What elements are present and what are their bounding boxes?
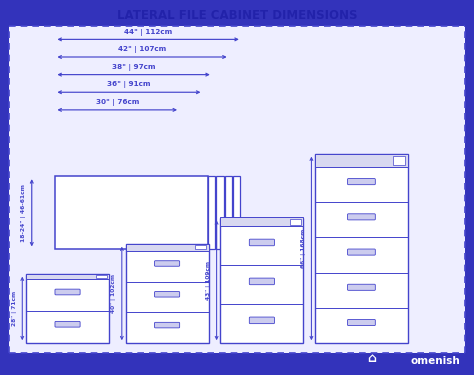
Bar [225,176,232,249]
Text: 44" | 112cm: 44" | 112cm [124,28,172,36]
Text: 36" | 91cm: 36" | 91cm [107,81,151,88]
FancyBboxPatch shape [55,321,80,327]
Bar [233,176,240,249]
Text: 40" | 102cm: 40" | 102cm [111,274,116,313]
FancyBboxPatch shape [347,214,375,220]
Bar [220,217,303,343]
FancyBboxPatch shape [347,178,375,184]
Text: 66" | 168cm: 66" | 168cm [301,229,306,268]
Text: 30" | 76cm: 30" | 76cm [96,99,139,106]
FancyBboxPatch shape [249,317,274,324]
Bar [315,154,408,343]
Bar [195,245,206,249]
FancyBboxPatch shape [155,261,180,266]
Bar [290,219,301,225]
Text: omenish: omenish [410,356,460,366]
Bar [26,274,109,343]
Bar [126,244,209,251]
Bar [220,217,303,226]
Bar [126,244,209,343]
FancyBboxPatch shape [249,239,274,246]
Bar [96,274,107,278]
Text: 43" | 109cm: 43" | 109cm [206,261,211,300]
Text: 42" | 107cm: 42" | 107cm [118,46,166,53]
Text: 38" | 97cm: 38" | 97cm [112,64,155,71]
Bar [55,176,208,249]
Text: LATERAL FILE CABINET DIMENSIONS: LATERAL FILE CABINET DIMENSIONS [117,9,357,22]
Text: ⌂: ⌂ [367,352,376,365]
Bar [208,176,215,249]
Bar [9,26,465,352]
FancyBboxPatch shape [155,322,180,328]
Bar [315,154,408,167]
FancyBboxPatch shape [347,284,375,290]
Text: 18-24" | 46-61cm: 18-24" | 46-61cm [21,184,26,242]
Bar [393,156,405,165]
Bar [217,176,224,249]
FancyBboxPatch shape [155,291,180,297]
FancyBboxPatch shape [347,249,375,255]
FancyBboxPatch shape [347,320,375,326]
Bar [26,274,109,279]
Text: 28" | 71cm: 28" | 71cm [11,291,17,326]
FancyBboxPatch shape [55,289,80,295]
FancyBboxPatch shape [249,278,274,285]
